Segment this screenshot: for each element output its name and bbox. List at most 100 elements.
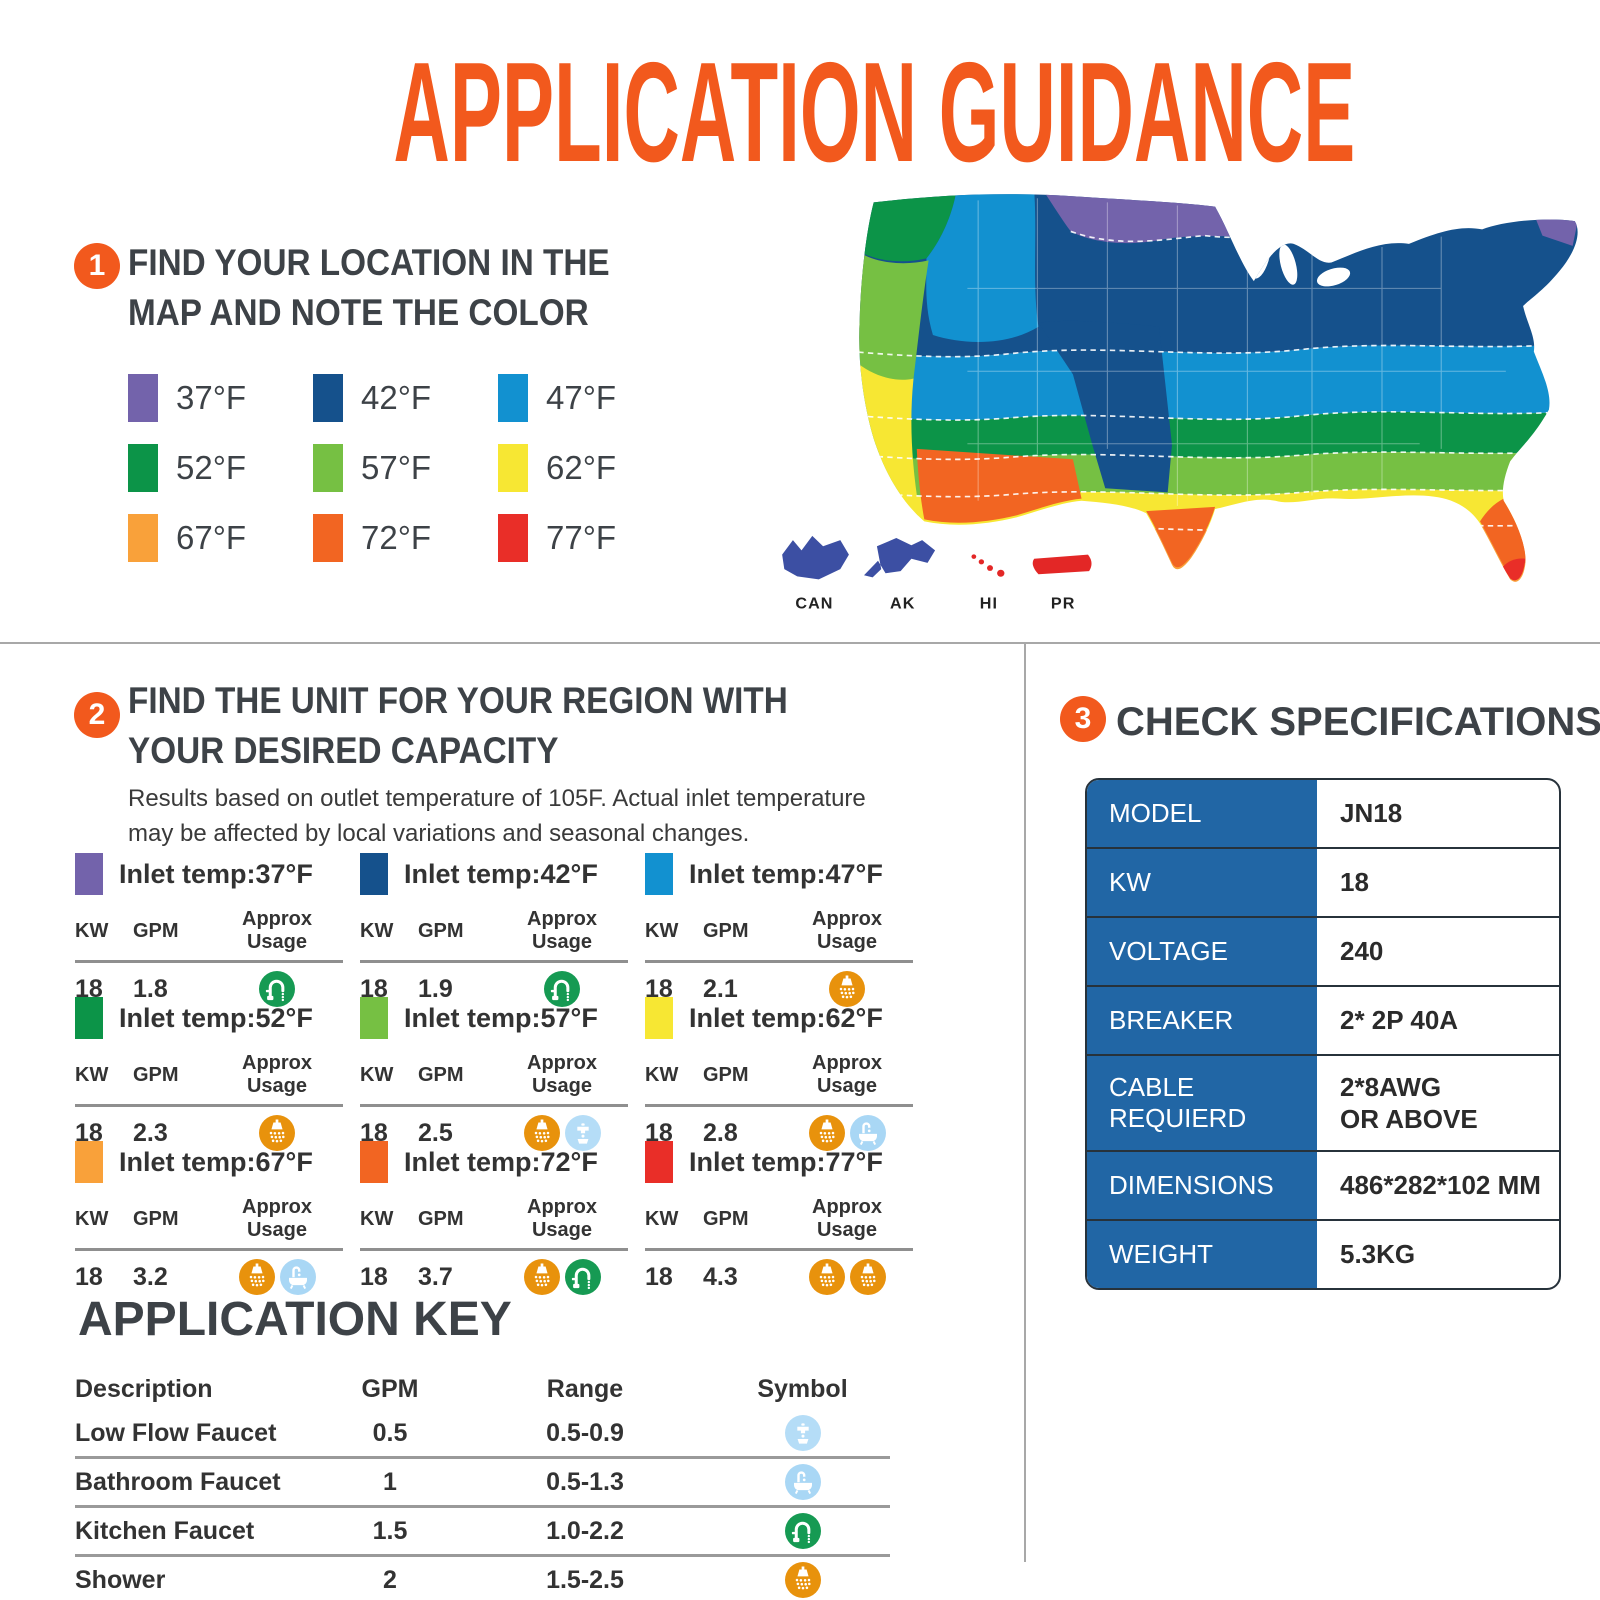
temp-swatch <box>498 514 528 562</box>
spec-table: MODEL JN18 KW 18 VOLTAGE 240 BREAKER 2* … <box>1085 778 1561 1290</box>
inlet-temp-title: Inlet temp:47°F <box>689 858 883 889</box>
spec-value-text: 2* 2P 40A <box>1340 1005 1459 1036</box>
temp-label: 52°F <box>176 449 247 486</box>
key-range: 0.5-0.9 <box>546 1418 624 1447</box>
temp-swatch <box>75 997 103 1039</box>
usage-icons <box>211 1115 343 1151</box>
zone-nw-green <box>859 194 957 262</box>
temp-swatch <box>645 1141 673 1183</box>
gpm-value: 2.3 <box>133 1118 168 1147</box>
key-row-kitchen-faucet: Kitchen Faucet 1.5 1.0-2.2 <box>75 1508 890 1557</box>
temp-swatch <box>128 514 158 562</box>
inlet-temp-title: Inlet temp:42°F <box>404 858 598 889</box>
step1-heading-line2: MAP AND NOTE THE COLOR <box>128 291 589 333</box>
bathroom-faucet-icon <box>784 1464 821 1500</box>
kw-value: 18 <box>645 1262 673 1291</box>
spec-label: DIMENSIONS <box>1087 1152 1320 1219</box>
spec-value-text: JN18 <box>1340 798 1403 829</box>
divider-horizontal <box>0 642 1600 644</box>
spec-value-text: 5.3KG <box>1340 1239 1416 1270</box>
gpm-header: GPM <box>133 1063 179 1086</box>
temp-swatch <box>313 444 343 492</box>
step3-heading: CHECK SPECIFICATIONS <box>1116 700 1600 744</box>
temp-swatch <box>498 374 528 422</box>
table-rule <box>360 960 628 963</box>
step3-number: 3 <box>1074 702 1092 735</box>
key-row-low-flow-faucet: Low Flow Faucet 0.5 0.5-0.9 <box>75 1410 890 1459</box>
legend-item-47f: 47°F <box>498 374 683 422</box>
temp-label: 62°F <box>546 449 617 486</box>
step3-badge: 3 <box>1060 696 1106 742</box>
step2-note-line2: may be affected by local variations and … <box>128 819 750 847</box>
low-flow-faucet-icon <box>784 1415 821 1451</box>
spec-value: 486*282*102 MM <box>1320 1152 1559 1219</box>
step2-heading-line2: YOUR DESIRED CAPACITY <box>128 729 559 771</box>
spec-value-text: 2*8AWG <box>1340 1071 1442 1102</box>
spec-label: BREAKER <box>1087 987 1320 1054</box>
zone-47f <box>859 341 1578 421</box>
key-symbol <box>715 1464 890 1500</box>
step2-note-line1: Results based on outlet temperature of 1… <box>128 785 866 812</box>
shower-icon <box>808 1259 845 1295</box>
kitchen-faucet-icon <box>784 1513 821 1549</box>
shower-icon <box>238 1259 275 1295</box>
key-description: Shower <box>75 1565 166 1594</box>
gpm-header: GPM <box>418 919 464 942</box>
inlet-temp-title: Inlet temp:62°F <box>689 1002 883 1033</box>
spec-row-voltage: VOLTAGE 240 <box>1087 916 1559 985</box>
inlet-table-37f: Inlet temp:37°F KW GPM Approx Usage 18 1… <box>75 852 343 1007</box>
inlet-temp-title: Inlet temp:37°F <box>119 858 313 889</box>
spec-value: 240 <box>1320 918 1559 985</box>
spec-value-text2: OR ABOVE <box>1340 1104 1478 1134</box>
spec-label: KW <box>1087 849 1320 916</box>
temp-label: 77°F <box>546 519 617 556</box>
step2-note: Results based on outlet temperature of 1… <box>128 782 866 852</box>
legend-item-72f: 72°F <box>313 514 498 562</box>
kw-header: KW <box>645 919 679 942</box>
kw-header: KW <box>75 1207 109 1230</box>
temp-swatch <box>75 1141 103 1183</box>
spec-value: JN18 <box>1320 780 1559 847</box>
zone-florida-red <box>1502 558 1526 581</box>
inlet-table-72f: Inlet temp:72°F KW GPM Approx Usage 18 3… <box>360 1140 628 1295</box>
inlet-table-57f: Inlet temp:57°F KW GPM Approx Usage 18 2… <box>360 996 628 1151</box>
inset-hawaii <box>971 554 1005 577</box>
state-borders <box>967 198 1506 506</box>
usage-icons <box>781 1115 913 1151</box>
table-rule <box>75 1248 343 1251</box>
key-header-description: Description <box>75 1374 213 1403</box>
inset-alaska <box>864 538 936 578</box>
gpm-header: GPM <box>703 1207 749 1230</box>
inlet-table-67f: Inlet temp:67°F KW GPM Approx Usage 18 3… <box>75 1140 343 1295</box>
spec-label: CABLE REQUIERD <box>1087 1056 1320 1150</box>
temp-label: 47°F <box>546 379 617 416</box>
kw-header: KW <box>360 919 394 942</box>
usage-icons <box>496 971 628 1007</box>
spec-value-text: 18 <box>1340 867 1369 898</box>
spec-value: 2* 2P 40A <box>1320 987 1559 1054</box>
key-symbol <box>715 1562 890 1598</box>
gpm-header: GPM <box>418 1063 464 1086</box>
zone-rockies-darkblue <box>1038 320 1172 451</box>
inlet-temp-title: Inlet temp:72°F <box>404 1146 598 1177</box>
legend-item-62f: 62°F <box>498 444 683 492</box>
table-rule <box>75 1104 343 1107</box>
inlet-temp-title: Inlet temp:67°F <box>119 1146 313 1177</box>
zone-southwest-darkorange <box>916 448 1082 523</box>
inset-canada <box>782 535 849 580</box>
gpm-value: 3.7 <box>418 1262 453 1291</box>
temperature-legend: 37°F 42°F 47°F 52°F 57°F 62°F 67°F 72°F <box>128 374 683 562</box>
key-gpm: 0.5 <box>372 1418 408 1447</box>
inset-label-ak: AK <box>890 596 915 613</box>
step2-heading: FIND THE UNIT FOR YOUR REGION WITH YOUR … <box>128 676 861 776</box>
table-rule <box>645 1104 913 1107</box>
spec-value: 5.3KG <box>1320 1221 1559 1288</box>
spec-label: WEIGHT <box>1087 1221 1320 1288</box>
page-title: APPLICATION GUIDANCE <box>393 33 1356 192</box>
usage-icons <box>496 1259 628 1295</box>
inlet-table-47f: Inlet temp:47°F KW GPM Approx Usage 18 2… <box>645 852 913 1007</box>
usage-header: Approx Usage <box>527 908 597 953</box>
inset-label-pr: PR <box>1051 596 1076 613</box>
usage-icons <box>211 1259 343 1295</box>
